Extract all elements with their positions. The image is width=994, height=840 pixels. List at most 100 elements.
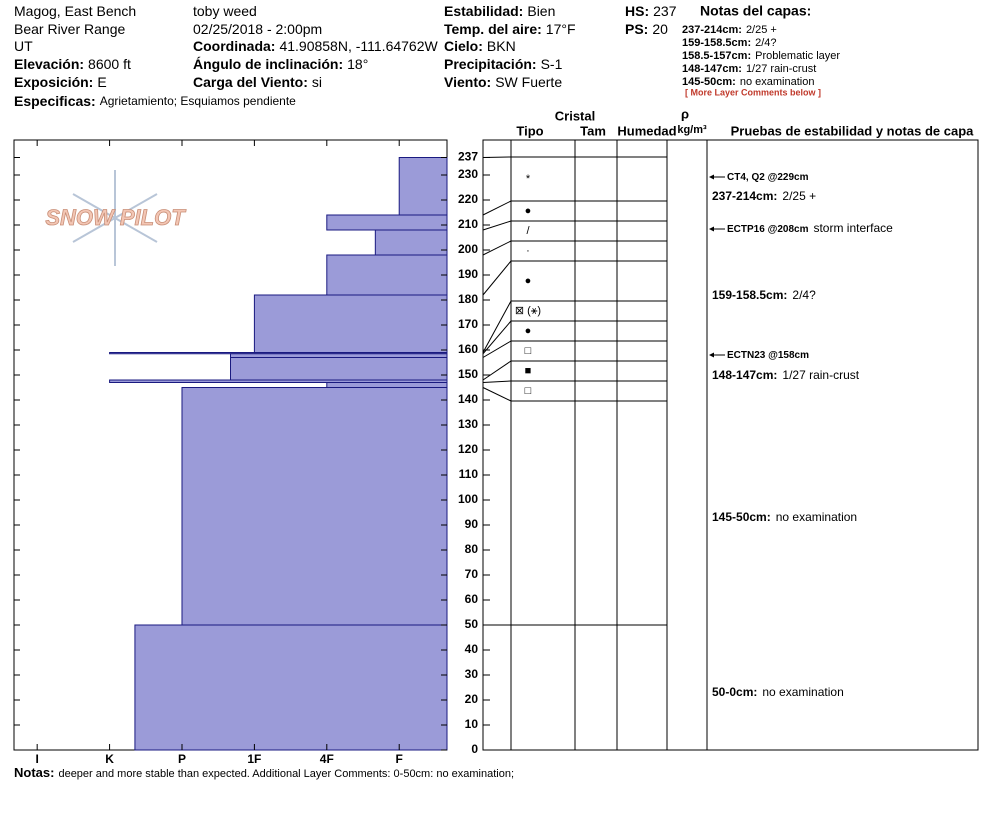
field: Estabilidad: Bien [444, 3, 555, 19]
hardness-bar [326, 254, 448, 296]
field-value: SW Fuerte [495, 74, 562, 90]
hardness-bar [230, 353, 448, 358]
hardness-bar [398, 157, 448, 216]
hardness-bar [253, 294, 448, 353]
field: PS: 20 [625, 21, 668, 37]
field-value: toby weed [193, 3, 257, 19]
field: toby weed [193, 3, 257, 19]
table-header: Humedad [617, 123, 676, 138]
field: Exposición: E [14, 74, 107, 90]
layer-connector [482, 380, 512, 383]
table-header: ρ [681, 106, 689, 121]
field-value: 41.90858N, -111.64762W [279, 38, 438, 54]
field-label: 145-50cm: [682, 76, 736, 88]
x-tick-label: P [178, 752, 186, 766]
arrow-head [709, 226, 714, 232]
stability-note: ECTN23 @158cm [727, 350, 809, 361]
y-tick-label: 230 [458, 167, 478, 181]
field: Magog, East Bench [14, 3, 136, 19]
y-tick-label: 80 [465, 542, 479, 556]
field-value: Bien [527, 3, 555, 19]
field-label: Cielo: [444, 38, 483, 54]
grain-type: * [526, 173, 531, 185]
field-label: Exposición: [14, 74, 93, 90]
field: Ángulo de inclinación: 18° [193, 56, 368, 72]
y-tick-label: 170 [458, 317, 478, 331]
field-label: HS: [625, 3, 649, 19]
field-value: BKN [487, 38, 516, 54]
y-tick-label: 110 [459, 467, 479, 481]
hardness-bar [109, 379, 448, 383]
field-value: 1/27 rain-crust [746, 63, 816, 75]
field-value: no examination [740, 76, 815, 88]
field: 158.5-157cm: Problematic layer [682, 50, 840, 62]
field: Temp. del aire: 17°F [444, 21, 576, 37]
field: Carga del Viento: si [193, 74, 322, 90]
table-header: kg/m³ [677, 124, 707, 136]
layer-notes-title: Notas del capas: [700, 3, 811, 19]
field-value: deeper and more stable than expected. Ad… [58, 768, 514, 780]
x-tick-label: F [396, 752, 403, 766]
note-label: 145-50cm: [712, 510, 771, 524]
field-label: Precipitación: [444, 56, 537, 72]
field: 02/25/2018 - 2:00pm [193, 21, 322, 37]
field: Elevación: 8600 ft [14, 56, 131, 72]
y-tick-label: 70 [465, 567, 479, 581]
note-label: CT4, Q2 @229cm [727, 172, 809, 183]
grain-type: ■ [525, 365, 532, 377]
field-label: PS: [625, 21, 648, 37]
note-label: 237-214cm: [712, 189, 777, 203]
table-header: Pruebas de estabilidad y notas de capa [731, 123, 975, 138]
y-tick-label: 40 [465, 642, 479, 656]
y-tick-label: 160 [458, 342, 478, 356]
field-value: 237 [653, 3, 677, 19]
y-tick-label: 90 [465, 517, 479, 531]
note-value: 2/4? [792, 288, 816, 302]
layer-connector [482, 387, 512, 402]
y-tick-label: 140 [458, 392, 478, 406]
field-value: Magog, East Bench [14, 3, 136, 19]
field: UT [14, 38, 33, 54]
field-value: E [97, 74, 106, 90]
field: 159-158.5cm: 2/4? [682, 37, 777, 49]
table-header: Cristal [555, 108, 595, 123]
layer-connector [482, 240, 512, 256]
y-tick-label: 220 [458, 192, 478, 206]
y-tick-label: 190 [458, 267, 478, 281]
stability-note: 159-158.5cm: 2/4? [712, 288, 816, 302]
field-label: Carga del Viento: [193, 74, 308, 90]
x-tick-label: I [35, 752, 38, 766]
layer-connector [482, 220, 512, 231]
grain-type: □ [525, 345, 532, 357]
hardness-bar [374, 229, 448, 256]
stability-note: 148-147cm: 1/27 rain-crust [712, 368, 860, 382]
y-tick-label: 210 [458, 217, 478, 231]
field-label: Ángulo de inclinación: [193, 56, 343, 72]
layer-connector [482, 200, 512, 216]
field-value: S-1 [541, 56, 563, 72]
y-tick-label: 0 [471, 742, 478, 756]
table-header: Tam [580, 123, 606, 138]
y-tick-label: 200 [458, 242, 478, 256]
note-value: 1/27 rain-crust [782, 368, 859, 382]
stability-note: 237-214cm: 2/25 + [712, 189, 816, 203]
grain-type: ● [525, 325, 532, 337]
y-tick-label: 50 [465, 617, 479, 631]
field-label: 148-147cm: [682, 63, 742, 75]
field: Precipitación: S-1 [444, 56, 563, 72]
field-value: Agrietamiento; Esquiamos pendiente [100, 94, 296, 108]
field-label: Especificas: [14, 93, 96, 109]
field: Especificas: Agrietamiento; Esquiamos pen… [14, 93, 296, 109]
layer-connector [482, 360, 512, 381]
field: Coordinada: 41.90858N, -111.64762W [193, 38, 438, 54]
hardness-bar [134, 624, 448, 751]
note-value: storm interface [813, 221, 893, 235]
field: Notas: deeper and more stable than expect… [14, 765, 514, 780]
y-tick-label: 150 [458, 367, 478, 381]
field-label: Viento: [444, 74, 491, 90]
x-tick-label: K [105, 752, 114, 766]
y-tick-label: 30 [465, 667, 479, 681]
field: Bear River Range [14, 21, 125, 37]
x-tick-label: 4F [320, 752, 334, 766]
